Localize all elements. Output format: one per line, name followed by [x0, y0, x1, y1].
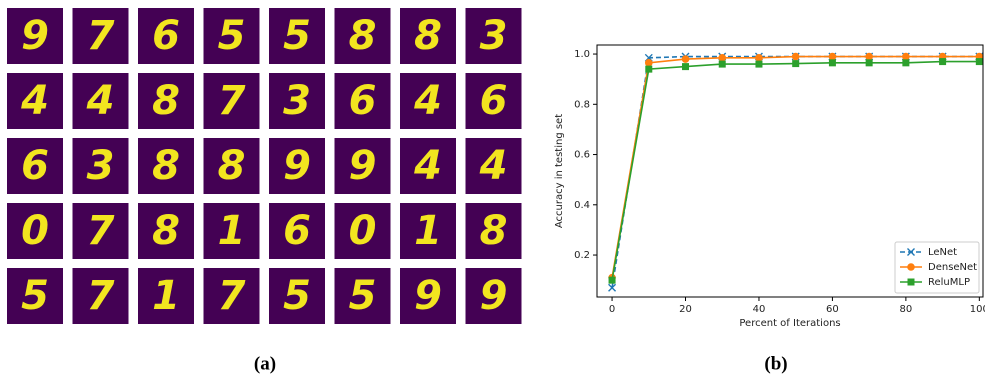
y-tick-label: 1.0: [574, 49, 590, 60]
point: [609, 277, 616, 284]
digit: 4: [479, 143, 508, 189]
legend-marker: [907, 263, 915, 271]
point: [902, 53, 910, 61]
digit: 7: [87, 13, 115, 59]
digit: 8: [152, 78, 180, 124]
digit: 8: [152, 208, 180, 254]
point: [792, 60, 799, 67]
digit: 9: [414, 273, 442, 319]
digit: 9: [283, 143, 311, 189]
legend-label: ReluMLP: [928, 277, 970, 288]
digit: 4: [413, 143, 442, 189]
digit: 5: [283, 13, 311, 59]
y-tick-label: 0.8: [574, 99, 590, 110]
y-axis-label: Accuracy in testing set: [554, 114, 565, 228]
legend-marker: [908, 279, 915, 286]
digit: 0: [21, 208, 49, 254]
x-tick-label: 80: [900, 304, 913, 315]
legend-label: DenseNet: [928, 262, 977, 273]
digit: 6: [152, 13, 180, 59]
caption-b: (b): [764, 353, 787, 374]
point: [755, 61, 762, 68]
digit: 8: [480, 208, 508, 254]
x-tick-label: 20: [679, 304, 692, 315]
digit: 4: [86, 78, 115, 124]
digit: 8: [218, 143, 246, 189]
y-tick-label: 0.6: [574, 150, 590, 161]
digit: 8: [414, 13, 442, 59]
point: [719, 61, 726, 68]
digit: 6: [480, 78, 508, 124]
digit: 6: [349, 78, 377, 124]
digit: 3: [87, 143, 115, 189]
digit: 7: [218, 273, 246, 319]
point: [939, 58, 946, 65]
digit: 3: [480, 13, 508, 59]
point: [902, 59, 909, 66]
digit: 1: [152, 273, 180, 319]
x-tick-label: 40: [753, 304, 766, 315]
digit: 5: [218, 13, 246, 59]
digit: 1: [218, 208, 246, 254]
point: [976, 58, 983, 65]
digit: 3: [283, 78, 311, 124]
digit: 7: [218, 78, 246, 124]
point: [755, 54, 763, 62]
point: [829, 53, 837, 61]
x-tick-label: 60: [826, 304, 839, 315]
x-axis-label: Percent of Iterations: [739, 318, 840, 329]
figure: (a) (b) 97655883448736466388994407816018…: [0, 0, 985, 380]
digit: 5: [21, 273, 49, 319]
y-tick-label: 0.4: [574, 200, 590, 211]
point: [645, 66, 652, 73]
point: [682, 55, 690, 63]
digit: 6: [21, 143, 49, 189]
legend-label: LeNet: [928, 247, 957, 258]
point: [865, 53, 873, 61]
digit: 4: [20, 78, 49, 124]
digit: 0: [349, 208, 377, 254]
digit: 6: [283, 208, 311, 254]
point: [645, 59, 653, 67]
digit: 8: [152, 143, 180, 189]
digit: 9: [21, 13, 49, 59]
digit: 9: [349, 143, 377, 189]
y-tick-label: 0.2: [574, 250, 590, 261]
digit: 9: [480, 273, 508, 319]
point: [682, 63, 689, 70]
x-tick-label: 0: [609, 304, 615, 315]
x-tick-label: 100: [970, 304, 985, 315]
point: [866, 59, 873, 66]
digit: 8: [349, 13, 377, 59]
digit: 7: [87, 208, 115, 254]
digit: 5: [349, 273, 377, 319]
digit: 7: [87, 273, 115, 319]
point: [829, 59, 836, 66]
point: [718, 54, 726, 62]
digit: 4: [413, 78, 442, 124]
digit: 1: [414, 208, 442, 254]
point: [792, 53, 800, 61]
caption-a: (a): [254, 353, 276, 374]
digit: 5: [283, 273, 311, 319]
